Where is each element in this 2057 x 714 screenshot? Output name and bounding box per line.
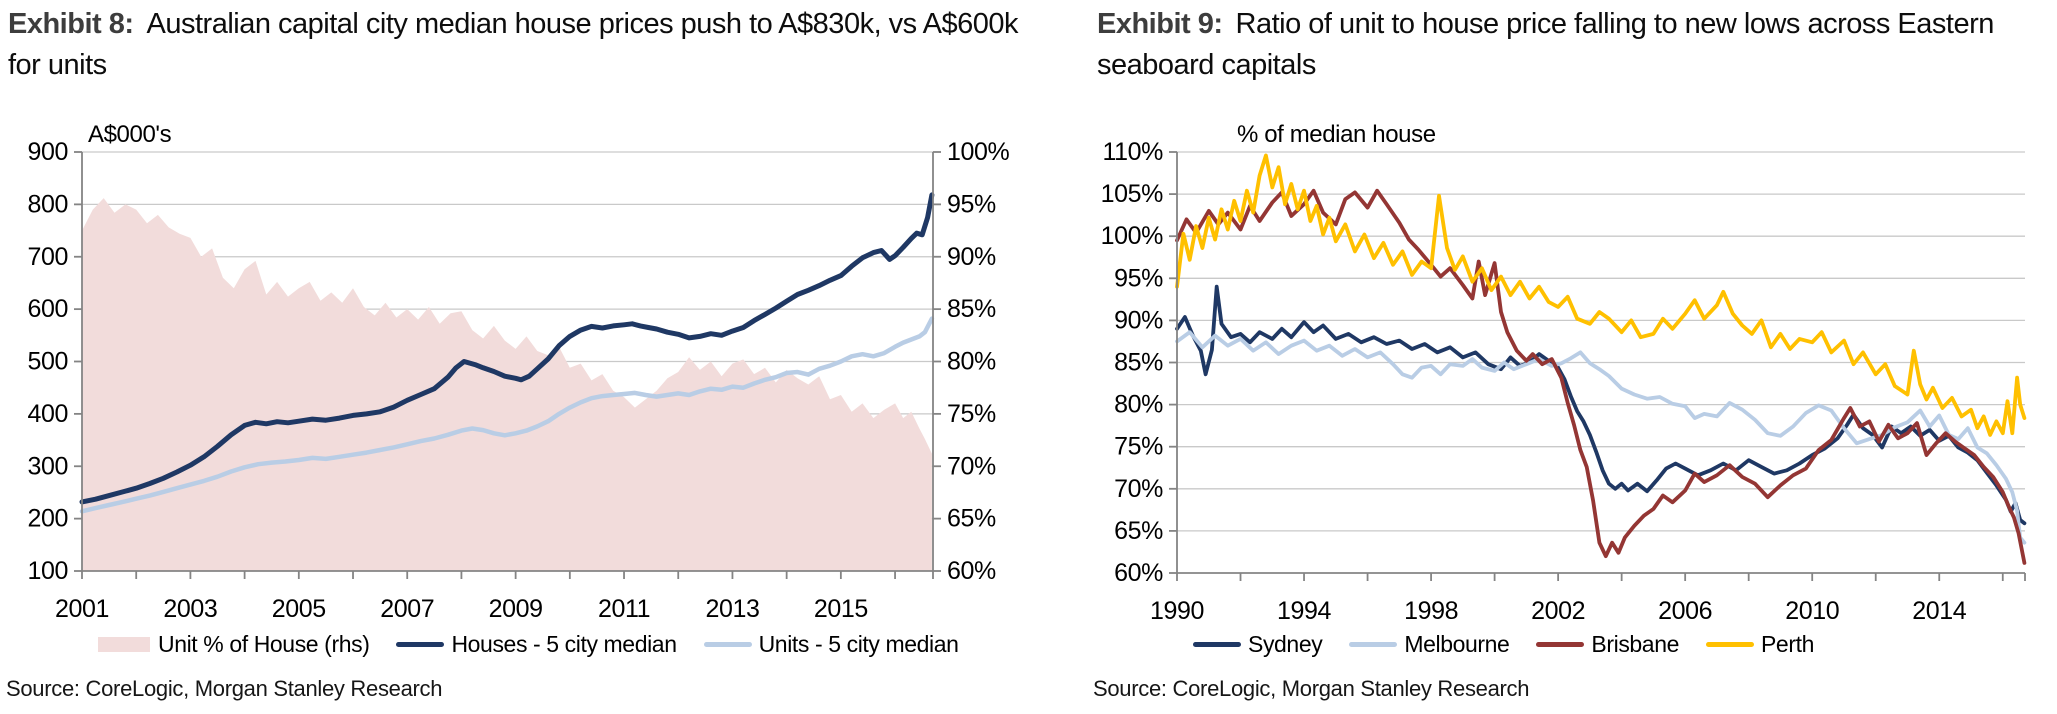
exhibit8-label: Exhibit 8: — [8, 8, 134, 40]
svg-text:60%: 60% — [1114, 559, 1163, 587]
svg-text:500: 500 — [27, 348, 68, 376]
svg-text:2003: 2003 — [163, 595, 217, 623]
svg-text:90%: 90% — [947, 243, 996, 271]
svg-text:2010: 2010 — [1785, 597, 1839, 625]
svg-text:65%: 65% — [947, 505, 996, 533]
svg-text:75%: 75% — [1114, 433, 1163, 461]
svg-text:300: 300 — [27, 452, 68, 480]
svg-text:105%: 105% — [1101, 180, 1164, 208]
legend-label: Perth — [1760, 631, 1814, 657]
svg-text:700: 700 — [27, 243, 68, 271]
svg-text:100%: 100% — [947, 138, 1010, 166]
svg-text:100: 100 — [27, 557, 68, 585]
svg-text:85%: 85% — [1114, 349, 1163, 377]
legend-label: Houses - 5 city median — [451, 631, 677, 657]
svg-text:2009: 2009 — [489, 595, 543, 623]
svg-text:65%: 65% — [1114, 517, 1163, 545]
svg-text:95%: 95% — [1114, 264, 1163, 292]
svg-text:600: 600 — [27, 295, 68, 323]
svg-text:1998: 1998 — [1404, 597, 1458, 625]
svg-text:75%: 75% — [947, 400, 996, 428]
legend-label: Units - 5 city median — [758, 631, 959, 657]
exhibit9-title: Exhibit 9: Ratio of unit to house price f… — [1097, 4, 2052, 86]
svg-text:2007: 2007 — [380, 595, 434, 623]
svg-text:1990: 1990 — [1150, 597, 1204, 625]
series-line-units-5-city-median — [79, 316, 935, 514]
legend-item-houses: Houses - 5 city median — [396, 631, 677, 658]
svg-text:2005: 2005 — [272, 595, 326, 623]
svg-text:2013: 2013 — [705, 595, 759, 623]
legend-label: Unit % of House (rhs) — [158, 631, 370, 657]
sydney-line-swatch — [1193, 642, 1241, 647]
legend-item-melbourne: Melbourne — [1349, 631, 1510, 658]
exhibit9-label: Exhibit 9: — [1097, 8, 1223, 40]
exhibit8-legend: Unit % of House (rhs) Houses - 5 city me… — [98, 631, 986, 658]
svg-text:1994: 1994 — [1277, 597, 1332, 625]
svg-text:80%: 80% — [1114, 391, 1163, 419]
series-line-houses-5-city-median — [79, 192, 935, 505]
legend-label: Brisbane — [1591, 631, 1679, 657]
exhibit9-source: Source: CoreLogic, Morgan Stanley Resear… — [1093, 676, 1530, 701]
exhibit8-plot: 100 200 300 400 500 600 700 800 900 60% 65% 70% 75% 8… — [27, 121, 1009, 623]
series-line-perth — [1175, 153, 2027, 437]
exhibit9-legend: Sydney Melbourne Brisbane Perth — [1193, 631, 1841, 658]
legend-label: Sydney — [1248, 631, 1323, 657]
melbourne-line-swatch — [1349, 642, 1398, 647]
svg-text:2006: 2006 — [1658, 597, 1712, 625]
svg-text:90%: 90% — [1114, 306, 1163, 334]
unit-pct-of-house-swatch — [98, 637, 150, 652]
svg-text:2011: 2011 — [598, 595, 650, 623]
svg-text:60%: 60% — [947, 557, 996, 585]
series-line-sydney — [1175, 284, 2027, 526]
exhibit8-title-text: Australian capital city median house pri… — [8, 8, 1019, 81]
svg-text:70%: 70% — [1114, 475, 1163, 503]
legend-item-unit-pct: Unit % of House (rhs) — [98, 631, 370, 658]
units-line-swatch — [703, 642, 752, 647]
legend-item-units: Units - 5 city median — [703, 631, 959, 658]
svg-text:% of median house: % of median house — [1237, 121, 1436, 148]
perth-line-swatch — [1705, 642, 1754, 647]
exhibit8-source: Source: CoreLogic, Morgan Stanley Resear… — [6, 676, 443, 701]
legend-label: Melbourne — [1404, 631, 1510, 657]
svg-text:110%: 110% — [1103, 138, 1164, 166]
svg-text:95%: 95% — [947, 190, 996, 218]
svg-text:200: 200 — [27, 505, 68, 533]
houses-line-swatch — [396, 642, 445, 647]
series-area-unit-of-house-rhs- — [82, 198, 932, 571]
brisbane-line-swatch — [1536, 642, 1585, 647]
svg-text:80%: 80% — [947, 348, 996, 376]
svg-text:400: 400 — [27, 400, 68, 428]
svg-text:2015: 2015 — [814, 595, 868, 623]
svg-text:85%: 85% — [947, 295, 996, 323]
svg-text:100%: 100% — [1101, 222, 1164, 250]
series-line-brisbane — [1175, 188, 2027, 565]
exhibit9-plot: 60% 65% 70% 75% 80% 85% 90% 95% 100% 105% 110% 1990… — [1101, 121, 2027, 625]
svg-text:A$000's: A$000's — [88, 121, 172, 148]
series-line-melbourne — [1175, 330, 2027, 545]
legend-item-brisbane: Brisbane — [1536, 631, 1679, 658]
svg-text:800: 800 — [27, 190, 68, 218]
svg-text:2001: 2001 — [55, 595, 109, 623]
exhibit8-title: Exhibit 8: Australian capital city median… — [8, 4, 1048, 86]
svg-text:70%: 70% — [947, 452, 996, 480]
legend-item-sydney: Sydney — [1193, 631, 1323, 658]
exhibit9-title-text: Ratio of unit to house price falling to … — [1097, 8, 1994, 81]
svg-text:2002: 2002 — [1531, 597, 1585, 625]
svg-text:2014: 2014 — [1912, 597, 1967, 625]
legend-item-perth: Perth — [1705, 631, 1814, 658]
svg-text:900: 900 — [27, 138, 68, 166]
